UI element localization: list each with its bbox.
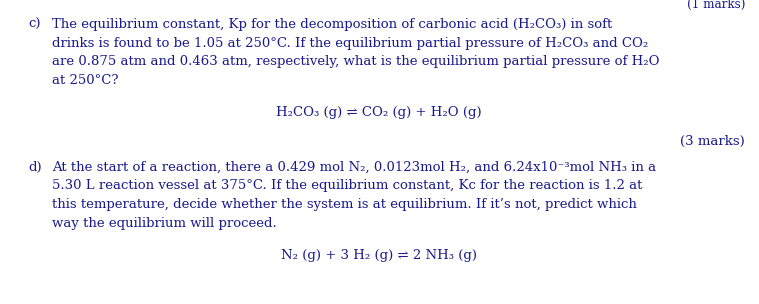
Text: (1 marks): (1 marks) — [687, 0, 745, 11]
Text: d): d) — [28, 161, 42, 174]
Text: N₂ (g) + 3 H₂ (g) ⇌ 2 NH₃ (g): N₂ (g) + 3 H₂ (g) ⇌ 2 NH₃ (g) — [281, 249, 477, 262]
Text: (3 marks): (3 marks) — [680, 134, 745, 147]
Text: at 250°C?: at 250°C? — [52, 74, 118, 87]
Text: c): c) — [28, 18, 40, 31]
Text: way the equilibrium will proceed.: way the equilibrium will proceed. — [52, 216, 277, 230]
Text: are 0.875 atm and 0.463 atm, respectively, what is the equilibrium partial press: are 0.875 atm and 0.463 atm, respectivel… — [52, 55, 660, 68]
Text: H₂CO₃ (g) ⇌ CO₂ (g) + H₂O (g): H₂CO₃ (g) ⇌ CO₂ (g) + H₂O (g) — [276, 106, 482, 119]
Text: drinks is found to be 1.05 at 250°C. If the equilibrium partial pressure of H₂CO: drinks is found to be 1.05 at 250°C. If … — [52, 36, 648, 50]
Text: At the start of a reaction, there a 0.429 mol N₂, 0.0123mol H₂, and 6.24x10⁻³mol: At the start of a reaction, there a 0.42… — [52, 161, 656, 174]
Text: The equilibrium constant, Kp for the decomposition of carbonic acid (H₂CO₃) in s: The equilibrium constant, Kp for the dec… — [52, 18, 613, 31]
Text: 5.30 L reaction vessel at 375°C. If the equilibrium constant, Kc for the reactio: 5.30 L reaction vessel at 375°C. If the … — [52, 179, 642, 192]
Text: this temperature, decide whether the system is at equilibrium. If it’s not, pred: this temperature, decide whether the sys… — [52, 198, 637, 211]
